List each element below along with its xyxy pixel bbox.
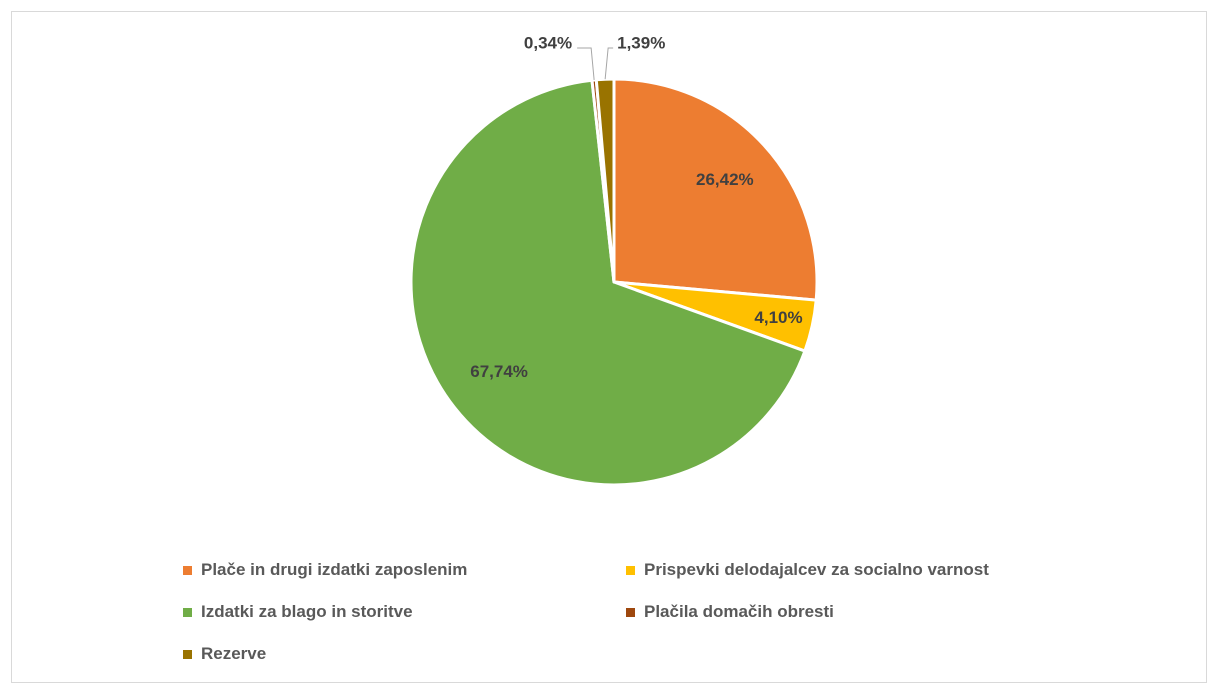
legend-item-rezerve: Rezerve (183, 644, 266, 664)
leader-line-3 (577, 47, 595, 81)
pie-slice-0 (612, 77, 819, 302)
slice-label-3: 0,34% (524, 33, 572, 52)
legend-item-obresti: Plačila domačih obresti (626, 602, 834, 622)
slice-label-4: 1,39% (617, 33, 665, 52)
legend-item-place: Plače in drugi izdatki zaposlenim (183, 560, 467, 580)
legend-label: Rezerve (201, 644, 267, 663)
legend-item-izdatki: Izdatki za blago in storitve (183, 602, 413, 622)
pie-slice-4 (594, 77, 616, 284)
slice-label-1: 4,10% (754, 308, 802, 327)
legend-swatch (626, 607, 635, 617)
leader-lines (577, 47, 614, 81)
legend-swatch (183, 649, 192, 659)
legend-label: Prispevki delodajalcev za socialno varno… (644, 560, 989, 579)
slice-labels: 26,42% 4,10% 67,74% 0,34% 1,39% (470, 33, 802, 380)
pie-slices (409, 77, 819, 487)
legend-swatch (626, 565, 635, 575)
leader-line-4 (604, 47, 614, 80)
legend-swatch (183, 565, 192, 575)
slice-label-0: 26,42% (696, 170, 754, 189)
legend-label: Plače in drugi izdatki zaposlenim (201, 560, 468, 579)
pie-slice-2 (409, 78, 807, 487)
legend-item-prispevki: Prispevki delodajalcev za socialno varno… (626, 560, 989, 580)
legend-label: Plačila domačih obresti (644, 602, 834, 621)
legend-label: Izdatki za blago in storitve (201, 602, 413, 621)
legend-swatch (183, 607, 192, 617)
slice-label-2: 67,74% (470, 362, 528, 381)
